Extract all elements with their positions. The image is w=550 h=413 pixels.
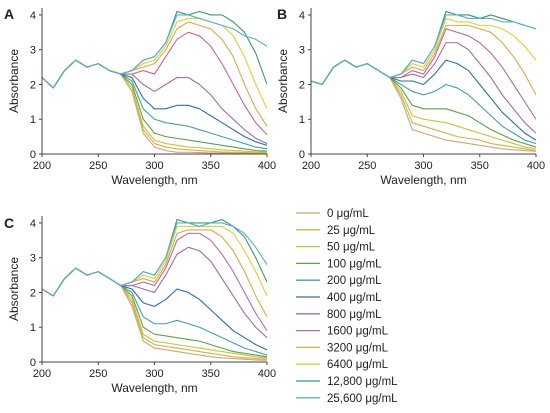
x-tick-label: 400 <box>527 160 545 172</box>
series-line-12 <box>42 222 267 297</box>
panel-b: 200 250 300 350 400 0 1 2 3 4 Wavelength, nm Absorb… <box>276 6 545 187</box>
panel-letter-c: C <box>4 215 14 231</box>
x-axis-title: Wavelength, nm <box>111 173 197 187</box>
x-tick-label: 300 <box>145 368 163 380</box>
x-tick-label: 400 <box>258 160 276 172</box>
y-tick-label: 4 <box>299 10 305 22</box>
legend-label-6: 400 μg/mL <box>327 292 382 304</box>
legend-label-10: 6400 μg/mL <box>327 359 389 371</box>
legend-label-5: 200 μg/mL <box>327 275 382 287</box>
series-lines <box>42 10 267 154</box>
x-tick-label: 350 <box>202 368 220 380</box>
x-tick-label: 200 <box>33 160 51 172</box>
series-lines <box>311 10 536 152</box>
y-tick-label: 2 <box>30 287 36 299</box>
series-line-12 <box>311 14 536 86</box>
y-axis-title: Absorbance <box>7 49 21 113</box>
legend-label-2: 25 μg/mL <box>327 225 376 237</box>
panel-c: 200 250 300 350 400 0 1 2 3 4 Wavelength, nm Absorb… <box>4 215 276 395</box>
y-tick-label: 3 <box>299 45 305 57</box>
y-tick-label: 0 <box>30 357 36 369</box>
x-tick-label: 350 <box>471 160 489 172</box>
panel-a: 200 250 300 350 400 0 1 2 3 4 Wavelength, nm Absorb… <box>4 6 276 187</box>
x-axis-title: Wavelength, nm <box>380 173 466 187</box>
series-line-5 <box>311 59 536 145</box>
x-tick-label: 300 <box>145 160 163 172</box>
series-line-12 <box>42 14 267 89</box>
y-tick-label: 3 <box>30 253 36 265</box>
y-tick-label: 0 <box>30 149 36 161</box>
series-line-9 <box>42 229 267 318</box>
series-line-11 <box>42 218 267 297</box>
y-tick-label: 1 <box>30 114 36 126</box>
x-axis-title: Wavelength, nm <box>111 381 197 395</box>
y-tick-label: 0 <box>299 149 305 161</box>
y-tick-label: 4 <box>30 218 36 230</box>
y-tick-label: 2 <box>30 79 36 91</box>
x-tick-label: 250 <box>89 160 107 172</box>
y-axis-title: Absorbance <box>7 257 21 321</box>
y-tick-label: 2 <box>299 79 305 91</box>
y-tick-label: 3 <box>30 45 36 57</box>
legend-label-12: 25,600 μg/mL <box>327 393 398 405</box>
series-lines <box>42 218 267 361</box>
legend-label-4: 100 μg/mL <box>327 258 382 270</box>
panel-letter-b: B <box>277 6 287 22</box>
legend-label-7: 800 μg/mL <box>327 309 382 321</box>
legend-label-1: 0 μg/mL <box>327 208 369 220</box>
x-tick-label: 350 <box>202 160 220 172</box>
x-tick-label: 250 <box>358 160 376 172</box>
legend-label-8: 1600 μg/mL <box>327 326 389 338</box>
y-tick-label: 4 <box>30 10 36 22</box>
y-axis-title: Absorbance <box>276 49 290 113</box>
x-tick-label: 250 <box>89 368 107 380</box>
y-tick-label: 1 <box>30 322 36 334</box>
legend-label-11: 12,800 μg/mL <box>327 376 398 388</box>
x-tick-label: 400 <box>258 368 276 380</box>
legend-label-3: 50 μg/mL <box>327 242 376 254</box>
series-line-7 <box>42 59 267 145</box>
series-line-6 <box>311 59 536 141</box>
panel-letter-a: A <box>4 6 14 22</box>
x-tick-label: 200 <box>302 160 320 172</box>
series-line-11 <box>42 10 267 89</box>
legend: 0 μg/mL 25 μg/mL 50 μg/mL 100 μg/mL 200 μg/m… <box>296 208 398 405</box>
y-tick-label: 1 <box>299 114 305 126</box>
legend-label-9: 3200 μg/mL <box>327 342 389 354</box>
series-line-6 <box>42 267 267 351</box>
x-tick-label: 200 <box>33 368 51 380</box>
x-tick-label: 300 <box>414 160 432 172</box>
